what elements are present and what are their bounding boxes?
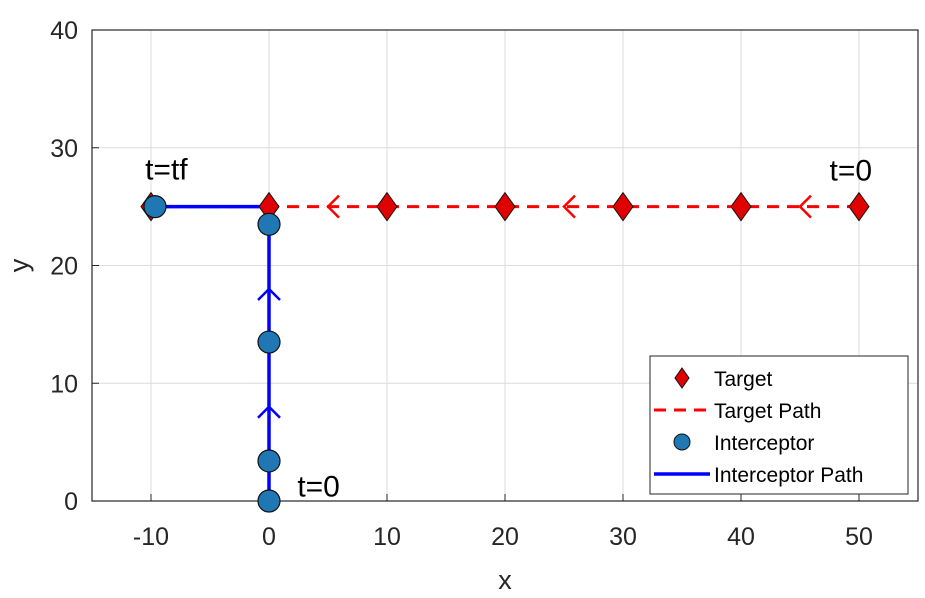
- annotations: t=tf t=0 t=0: [145, 154, 872, 504]
- interceptor-marker: [257, 212, 281, 236]
- y-tick-label: 30: [50, 135, 78, 163]
- interceptor-path-line: [151, 204, 271, 501]
- target-marker: [848, 191, 870, 222]
- legend-entry-label: Target: [714, 368, 773, 391]
- x-tick-label: 50: [845, 523, 873, 551]
- target-path-arrow: [326, 194, 340, 219]
- target-path-arrow: [798, 194, 812, 219]
- interceptor-marker: [257, 330, 281, 354]
- y-tick-label: 20: [50, 253, 78, 281]
- y-tick-label: 10: [50, 370, 78, 398]
- annotation-label: t=0: [830, 155, 873, 188]
- x-tick-label: -10: [133, 523, 169, 551]
- interceptor-path-arrow: [257, 405, 281, 419]
- target-marker: [376, 191, 398, 222]
- x-tick-label: 10: [373, 523, 401, 551]
- legend-swatch-target: [674, 367, 690, 389]
- target-marker: [612, 191, 634, 222]
- target-marker: [730, 191, 752, 222]
- y-tick-label: 0: [64, 488, 78, 516]
- x-tick-label: 30: [609, 523, 637, 551]
- target-marker: [494, 191, 516, 222]
- annotation-label: t=0: [297, 470, 340, 503]
- interceptor-marker: [143, 195, 167, 219]
- series-markers: [140, 191, 870, 513]
- annotation-label: t=tf: [145, 154, 188, 187]
- legend-swatch-interceptor: [673, 433, 691, 451]
- legend: Target Target Path Interceptor Interceptor …: [649, 355, 909, 495]
- y-tick-label: 40: [50, 17, 78, 45]
- interceptor-path-arrow: [257, 287, 281, 301]
- target-path-arrow: [562, 194, 576, 219]
- legend-entry-label: Target Path: [714, 400, 821, 423]
- x-tick-label: 40: [727, 523, 755, 551]
- legend-entry-label: Interceptor: [714, 432, 814, 455]
- x-tick-label: 0: [262, 523, 276, 551]
- legend-entry-label: Interceptor Path: [714, 464, 863, 487]
- legend-box: [649, 355, 909, 495]
- x-axis-label: x: [498, 565, 512, 595]
- x-tick-label: 20: [491, 523, 519, 551]
- axis-ticks: -10 0 10 20 30 40 50 0 10 20 30 40: [50, 17, 873, 551]
- y-axis-label: y: [4, 258, 34, 272]
- interceptor-marker: [257, 449, 281, 473]
- interceptor-marker: [257, 489, 281, 513]
